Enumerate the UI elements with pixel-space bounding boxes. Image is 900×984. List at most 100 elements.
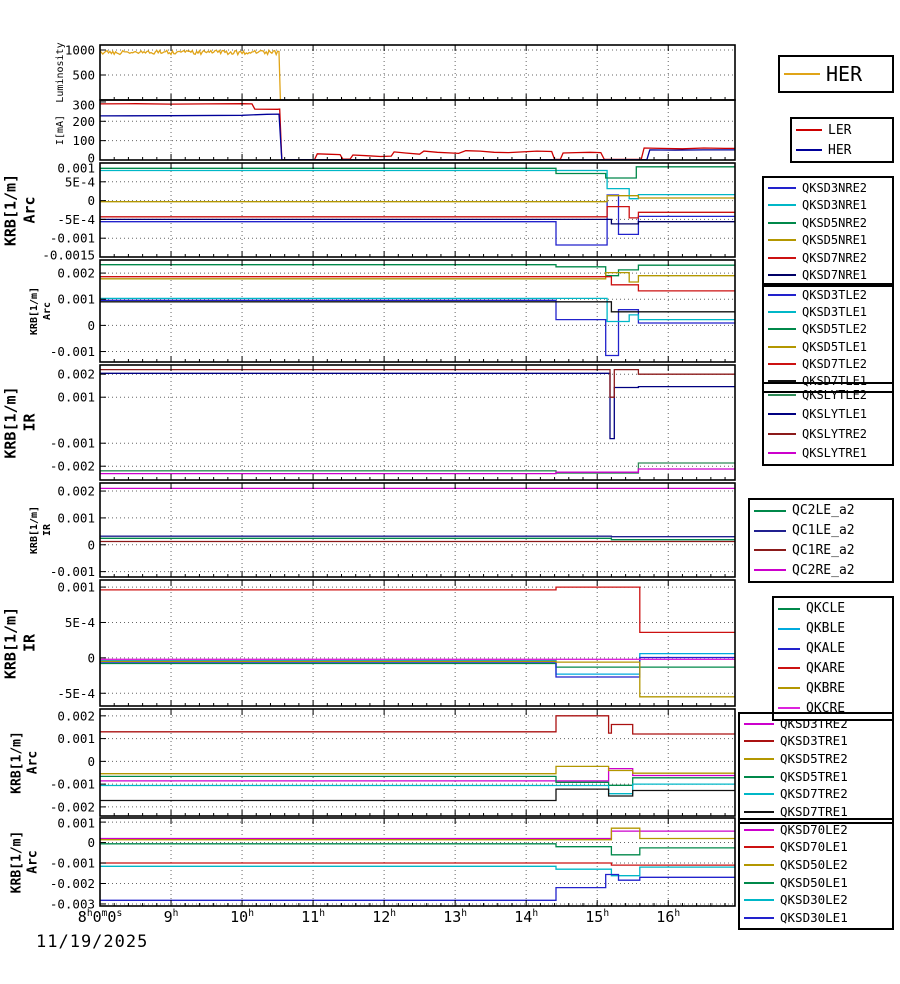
legend-entry-QKSD7TRE1: QKSD7TRE1 <box>744 803 888 819</box>
legend-box-5: QKSLYTLE2 QKSLYTLE1 QKSLYTRE2 QKSLYTRE1 <box>762 382 894 466</box>
legend-label: QKSD3NRE1 <box>802 198 868 213</box>
legend-line-sample <box>778 687 800 690</box>
y-tick-label: -0.0015 <box>42 248 95 263</box>
legend-label: QKSD30LE1 <box>780 909 848 925</box>
legend-entry-QKSD3TRE1: QKSD3TRE1 <box>744 735 888 748</box>
legend-label: QKSD3TLE1 <box>802 304 868 319</box>
legend-label: QKSLYTLE2 <box>802 387 868 402</box>
legend-line-sample <box>754 549 786 552</box>
series-line-QKSLYTLE2 <box>100 462 735 474</box>
legend-label: QKCRE <box>806 700 846 716</box>
legend-line-sample <box>744 775 774 778</box>
panel-7-gridlines <box>100 580 735 706</box>
y-tick-label: 0 <box>87 318 95 333</box>
legend-entry-LER: LER <box>796 124 888 137</box>
legend-label: QKSD50LE1 <box>780 874 848 890</box>
legend-line-sample <box>768 186 796 189</box>
legend-label: QKSLYTRE2 <box>802 426 868 441</box>
legend-entry-QKSLYTRE1: QKSLYTRE1 <box>768 447 888 459</box>
series-line-QKBRE <box>100 660 735 698</box>
y-tick-label: 0.001 <box>57 292 95 307</box>
y-axis-label: IR <box>21 633 39 652</box>
legend-entry-QKSD3TRE2: QKSD3TRE2 <box>744 717 888 731</box>
legend-line-sample <box>754 529 786 532</box>
panel-7-series <box>100 586 735 698</box>
legend-line-sample <box>744 811 774 814</box>
y-tick-label: 0.002 <box>57 266 95 281</box>
panel-2-border <box>99 99 736 161</box>
legend-line-sample <box>768 393 796 396</box>
y-tick-label: -0.001 <box>50 231 95 246</box>
legend-entry-QKSD5NRE1: QKSD5NRE1 <box>768 234 888 246</box>
panel-4-ytick-labels: 0.002 0.001 0 -0.001 <box>50 266 95 359</box>
legend-entry-QKSD70LE1: QKSD70LE1 <box>744 841 888 854</box>
panel-5-ticks <box>100 365 726 480</box>
legend-label: HER <box>826 62 863 86</box>
series-line-QKSD50LE2 <box>100 827 735 841</box>
legend-entry-QKSD5NRE2: QKSD5NRE2 <box>768 217 888 229</box>
series-line-QKSD7TLE1 <box>100 301 735 313</box>
legend-line-sample <box>744 828 774 831</box>
y-tick-label: 0.001 <box>57 390 95 405</box>
legend-line-sample <box>796 149 822 151</box>
legend-entry-QC1LE_a2: QC1LE_a2 <box>754 524 888 537</box>
legend-entry-QC2RE_a2: QC2RE_a2 <box>754 564 888 577</box>
legend-label: QKSD5NRE2 <box>802 215 868 230</box>
y-axis-label: KRB[1/m] <box>29 287 40 335</box>
legend-line-sample <box>784 73 820 75</box>
y-tick-label: 0 <box>87 835 95 850</box>
legend-label: QKSD7TRE1 <box>780 803 848 819</box>
legend-entry-QKSD5TRE1: QKSD5TRE1 <box>744 770 888 784</box>
y-tick-label: 0 <box>87 650 95 665</box>
y-tick-label: 0 <box>87 754 95 769</box>
x-tick-label: 14h <box>514 908 539 926</box>
panel-5-border <box>99 364 736 481</box>
y-axis-label: Arc <box>21 196 39 223</box>
series-line-QKSD7TRE2 <box>100 783 735 795</box>
legend-label: QKBLE <box>806 621 846 637</box>
panel-2-ticks <box>100 100 726 161</box>
legend-entry-HER: HER <box>784 64 888 84</box>
legend-label: QKSLYTLE1 <box>802 407 868 422</box>
series-line-QKSD50LE1 <box>100 843 735 856</box>
panel-6-border <box>99 482 736 578</box>
legend-entry-QC2LE_a2: QC2LE_a2 <box>754 504 888 517</box>
legend-entry-QKALE: QKALE <box>778 642 888 655</box>
series-line-QKSD7TRE1 <box>100 788 735 802</box>
y-tick-label: -0.003 <box>50 896 95 911</box>
legend-entry-QKSD50LE2: QKSD50LE2 <box>744 858 888 872</box>
legend-line-sample <box>744 722 774 725</box>
legend-box-8: QKSD3TRE2 QKSD3TRE1 QKSD5TRE2 QKSD5TRE1 QKSD… <box>738 712 894 824</box>
series-line-QKALE <box>100 656 735 678</box>
legend-line-sample <box>768 345 796 348</box>
series-line-QC2LE_a2 <box>100 537 735 541</box>
y-tick-label: 0 <box>87 537 95 552</box>
series-line-QKBLE <box>100 652 735 675</box>
panel-2-gridlines <box>100 100 735 160</box>
y-tick-label: -0.001 <box>50 436 95 451</box>
legend-label: QKBRE <box>806 680 846 696</box>
panel-7-ytick-labels: 0.001 5E-4 0 -5E-4 <box>57 580 95 701</box>
y-tick-label: 0.002 <box>57 708 95 723</box>
legend-line-sample <box>768 362 796 365</box>
legend-line-sample <box>744 881 774 884</box>
legend-entry-QKCRE: QKCRE <box>778 702 888 715</box>
series-line-HER <box>100 113 735 160</box>
panel-3-series <box>100 166 735 246</box>
legend-label: QKCLE <box>806 601 846 617</box>
legend-line-sample <box>778 707 800 710</box>
legend-label: QC2RE_a2 <box>792 562 855 578</box>
x-tick-label: 9h <box>163 908 179 926</box>
y-axis-label: Arc <box>42 302 53 320</box>
series-line-QKSD5NRE2 <box>100 166 735 179</box>
panel-2-series <box>100 103 735 160</box>
legend-line-sample <box>778 667 800 670</box>
panel-9-border <box>99 817 736 907</box>
legend-entry-QKSD7TLE1: QKSD7TLE1 <box>768 375 888 387</box>
legend-entry-QKBLE: QKBLE <box>778 622 888 635</box>
legend-entry-QKSD70LE2: QKSD70LE2 <box>744 823 888 837</box>
legend-label: QKSD3TLE2 <box>802 287 868 302</box>
legend-box-9: QKSD70LE2 QKSD70LE1 QKSD50LE2 QKSD50LE1 QKSD… <box>738 818 894 930</box>
panel-1-ytick-labels: 1000 500 <box>65 43 95 83</box>
